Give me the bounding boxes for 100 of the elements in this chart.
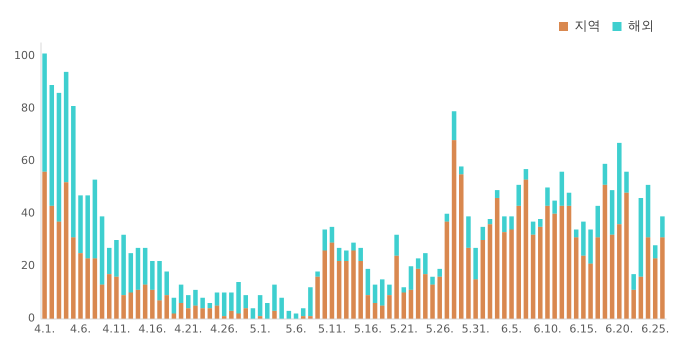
bar — [193, 306, 198, 319]
bar — [150, 261, 155, 290]
bar — [502, 232, 507, 319]
bar — [631, 274, 636, 290]
bar — [71, 106, 76, 238]
bar — [308, 287, 313, 316]
bar — [458, 174, 464, 319]
bar — [595, 237, 600, 319]
bar — [494, 198, 500, 319]
bar — [200, 308, 205, 319]
bar — [336, 261, 342, 319]
bar — [624, 192, 629, 319]
bar — [214, 292, 220, 306]
bar — [106, 274, 112, 319]
bar — [473, 279, 478, 319]
bar — [186, 295, 191, 308]
bar — [610, 190, 614, 235]
bar — [236, 282, 241, 314]
bar — [423, 253, 428, 274]
bar — [315, 272, 320, 277]
bar — [64, 182, 68, 319]
bar — [208, 308, 212, 319]
bar — [164, 295, 169, 319]
bar — [64, 72, 68, 182]
bar — [588, 229, 593, 264]
y-tick-label: 40 — [20, 206, 35, 220]
bar — [394, 256, 399, 319]
x-tick-label: 5.26. — [426, 322, 454, 336]
x-tick-label: 6.5. — [501, 322, 522, 336]
bar — [552, 200, 557, 214]
bar — [121, 295, 126, 319]
bar — [437, 276, 442, 319]
x-tick-label: 5.21. — [390, 322, 418, 336]
bar — [631, 290, 636, 319]
bar — [552, 214, 557, 319]
bar — [437, 268, 442, 277]
bar — [473, 248, 478, 280]
bar — [444, 214, 450, 222]
bar — [50, 85, 54, 206]
bar — [330, 226, 334, 243]
bar — [300, 316, 306, 319]
bar — [193, 290, 198, 306]
bar — [545, 206, 550, 319]
bar — [538, 226, 543, 319]
bar — [416, 258, 420, 269]
bar — [71, 237, 76, 319]
bar — [509, 229, 514, 319]
bar — [315, 276, 320, 319]
legend-label: 지역 — [574, 18, 600, 34]
bar — [114, 276, 119, 319]
x-tick-label: 4.26. — [210, 322, 238, 336]
bar — [502, 216, 507, 232]
bar — [208, 303, 212, 308]
bar — [617, 224, 622, 319]
bar — [372, 284, 378, 304]
bar — [530, 234, 536, 319]
bar — [488, 224, 492, 319]
bar — [660, 237, 665, 319]
x-tick-label: 4.6. — [70, 322, 92, 336]
y-tick-label: 20 — [20, 259, 35, 272]
bar — [358, 248, 363, 262]
bar — [566, 206, 572, 319]
bar — [610, 234, 614, 319]
bar — [172, 298, 176, 314]
bar — [602, 184, 608, 319]
bar — [402, 287, 406, 293]
bar — [638, 276, 644, 319]
bar — [351, 250, 356, 319]
bar — [157, 300, 162, 319]
bar — [480, 226, 486, 240]
bar — [322, 229, 328, 251]
bar — [136, 248, 140, 290]
bar — [351, 242, 356, 251]
bar — [488, 218, 492, 224]
bar — [408, 290, 414, 319]
x-tick-label: 5.16. — [354, 322, 382, 336]
x-tick-label: 4.11. — [102, 322, 130, 336]
bar — [142, 284, 148, 319]
bar — [272, 310, 277, 319]
bar — [214, 306, 220, 319]
bar — [279, 298, 284, 319]
bar — [229, 292, 234, 311]
bar — [452, 111, 456, 140]
bar — [588, 264, 593, 319]
bar — [402, 292, 406, 319]
y-tick-label: 80 — [20, 102, 35, 115]
bar — [480, 240, 486, 319]
bar — [524, 169, 528, 180]
bar — [387, 295, 392, 319]
bar — [358, 261, 363, 319]
bar — [372, 303, 378, 319]
x-tick-label: 5.31. — [462, 322, 490, 336]
bar — [85, 195, 90, 258]
x-tick-label: 4.16. — [138, 322, 166, 336]
bar — [157, 261, 162, 300]
bar — [380, 279, 384, 306]
bar — [509, 216, 514, 230]
bar — [164, 272, 169, 296]
bar — [229, 310, 234, 319]
bar — [308, 316, 313, 319]
